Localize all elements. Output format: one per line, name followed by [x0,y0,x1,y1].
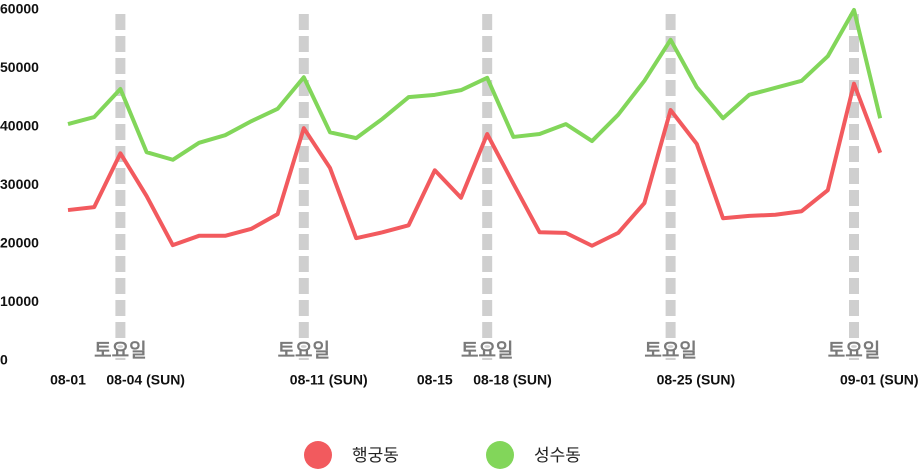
x-tick-label: 08-04 (SUN) [106,372,185,388]
y-tick-label: 60000 [0,1,39,17]
x-tick-label: 09-01 (SUN) [840,372,919,388]
annotation: 토요일 [828,340,880,362]
x-tick-label: 08-18 (SUN) [473,372,552,388]
y-tick-label: 50000 [0,59,39,75]
y-tick-label: 20000 [0,235,39,251]
x-tick-label: 08-15 [417,372,453,388]
x-tick-label: 08-01 [50,372,86,388]
y-tick-label: 10000 [0,293,39,309]
series-line [67,81,883,248]
annotation: 토요일 [461,340,513,362]
annotation: 토요일 [278,340,330,362]
legend-label: 성수동 [534,446,581,466]
y-tick-label: 40000 [0,118,39,134]
annotation: 토요일 [94,340,146,362]
x-tick-label: 08-11 (SUN) [290,372,368,388]
annotation: 토요일 [644,340,696,362]
x-tick-label: 08-25 (SUN) [657,372,736,388]
legend-marker [304,441,332,469]
y-tick-label: 30000 [0,176,39,192]
legend-marker [486,441,514,469]
series-line [67,8,883,162]
y-tick-label: 0 [0,352,8,368]
legend-label: 행궁동 [352,446,399,466]
